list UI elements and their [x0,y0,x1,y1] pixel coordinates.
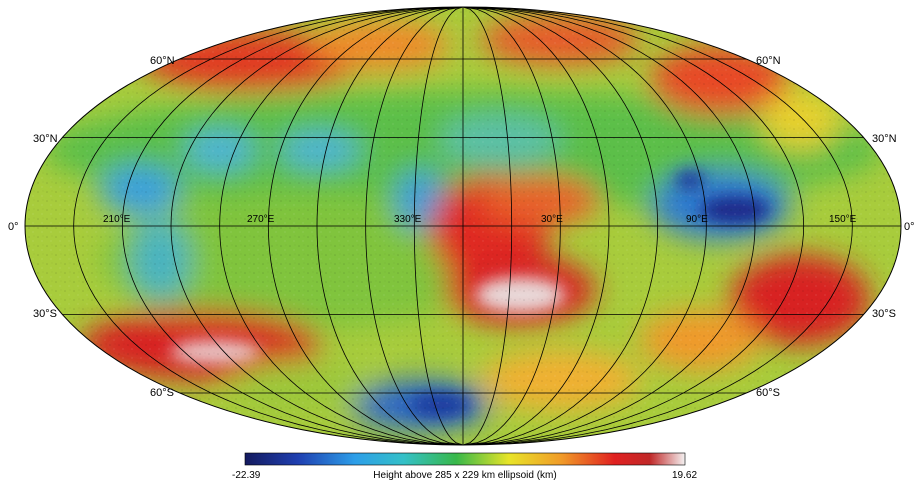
lon-label-330e: 330°E [394,214,422,225]
colorbar-title: Height above 285 x 229 km ellipsoid (km) [373,470,556,481]
meridian-line [462,7,805,445]
colorbar: -22.39 Height above 285 x 229 km ellipso… [232,452,697,481]
meridian-line [267,7,464,445]
lat-label-60s-right: 60°S [756,387,780,399]
lat-label-30n-right: 30°N [872,133,897,145]
colorbar-gradient [244,452,686,466]
meridian-line [413,7,464,445]
lon-label-210e: 210°E [103,214,131,225]
meridian-line [219,7,464,445]
meridian-line [316,7,464,445]
graticule [25,7,901,445]
lon-label-30e: 30°E [541,214,563,225]
meridian-line [73,7,464,445]
lat-label-60s-left: 60°S [150,387,174,399]
meridian-line [121,7,464,445]
lon-label-150e: 150°E [829,214,857,225]
lat-label-30n-left: 30°N [33,133,58,145]
colorbar-max-label: 19.62 [672,470,697,481]
meridian-line [462,7,756,445]
meridian-line [170,7,464,445]
meridian-line [462,7,610,445]
lat-label-60n-left: 60°N [150,55,175,67]
colorbar-min-label: -22.39 [232,470,261,481]
surface-relief [25,7,901,445]
lat-label-60n-right: 60°N [756,55,781,67]
meridian-line [462,7,513,445]
meridian-line [462,7,853,445]
lat-label-30s-left: 30°S [33,308,57,320]
lon-label-270e: 270°E [247,214,275,225]
meridian-line [462,7,659,445]
lat-label-equator-right: 0° [904,221,915,233]
lat-label-30s-right: 30°S [872,308,896,320]
lat-label-equator-left: 0° [8,221,19,233]
meridian-line [462,7,707,445]
lon-label-90e: 90°E [686,214,708,225]
meridian-line [365,7,464,445]
meridian-line [462,7,561,445]
